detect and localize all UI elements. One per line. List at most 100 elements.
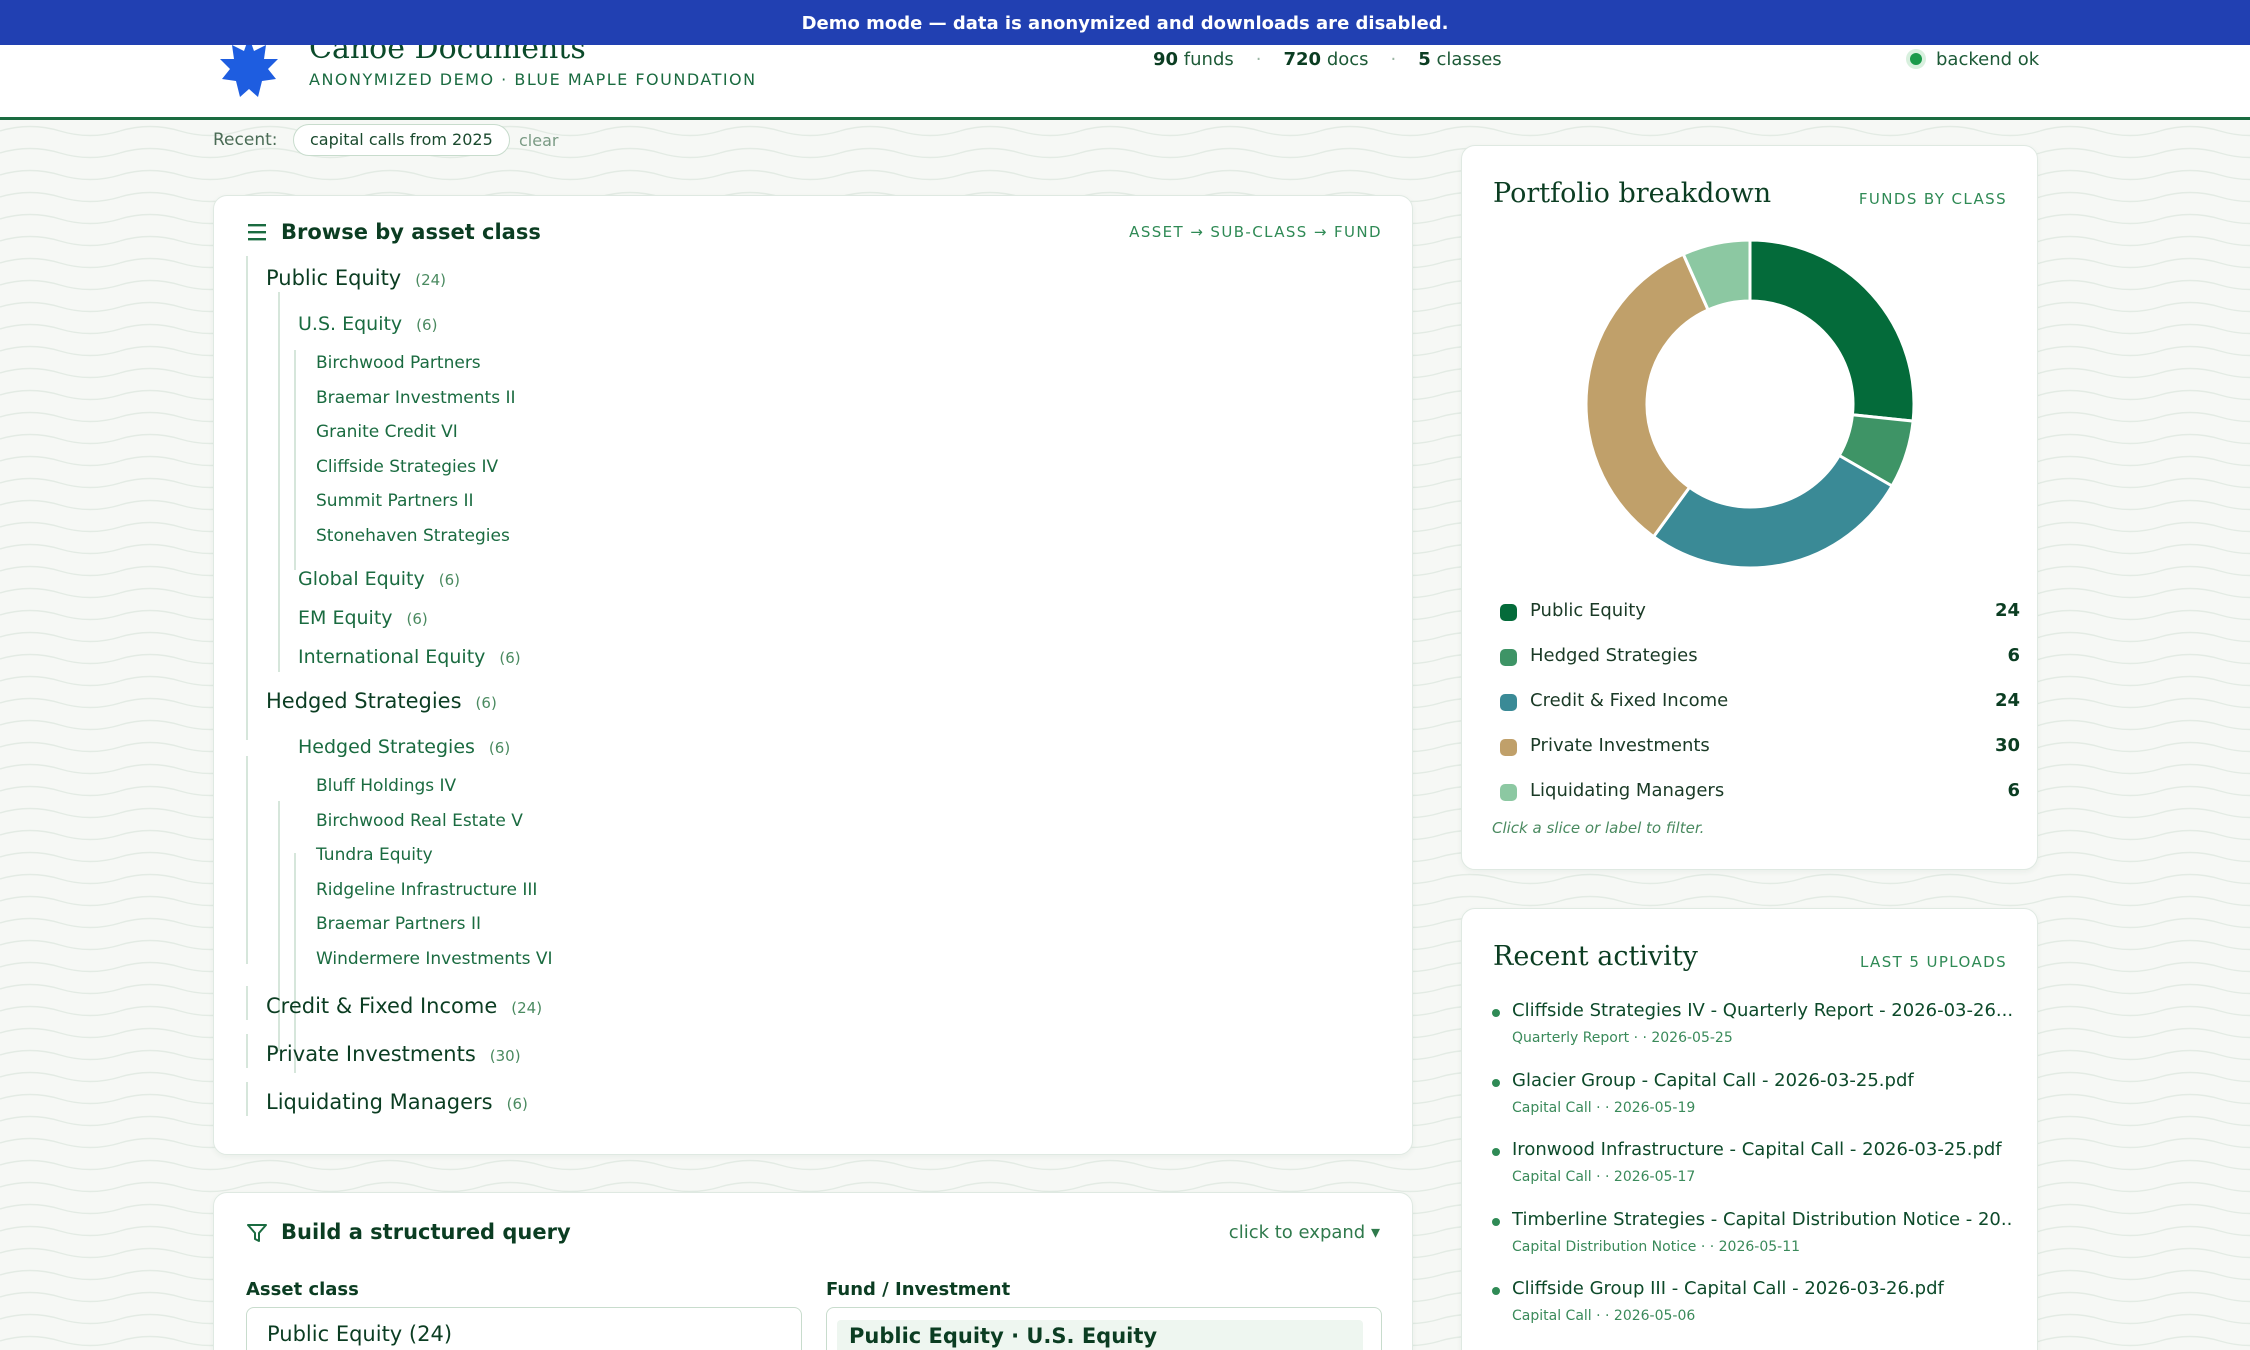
chart-hint: Click a slice or label to filter. <box>1492 819 1705 837</box>
activity-meta: Capital Distribution Notice · · 2026-05-… <box>1512 1238 1801 1255</box>
node-label: Public Equity <box>266 266 402 290</box>
legend-value: 6 <box>2007 780 2020 801</box>
tree-node-hedged-strategies[interactable]: Hedged Strategies (6) <box>246 689 497 713</box>
browse-card: Browse by asset class ASSET → SUB-CLASS … <box>213 195 1413 1155</box>
node-count: (6) <box>406 610 428 628</box>
tree-fund-link[interactable]: Summit Partners II <box>316 491 474 511</box>
legend-label: Private Investments <box>1530 735 1710 756</box>
tree-fund-link[interactable]: Tundra Equity <box>316 845 433 865</box>
tree-node-us-equity[interactable]: U.S. Equity (6) <box>278 313 437 335</box>
activity-card: Recent activity LAST 5 UPLOADS Cliffside… <box>1461 908 2038 1350</box>
breakdown-card: Portfolio breakdown FUNDS BY CLASS Publi… <box>1461 145 2038 870</box>
fund-select[interactable]: Public Equity · U.S. Equity <box>826 1307 1382 1350</box>
tree-node-public-equity[interactable]: Public Equity (24) <box>246 266 446 290</box>
legend-swatch <box>1500 784 1517 801</box>
node-label: Liquidating Managers <box>266 1090 493 1114</box>
classes-label: classes <box>1436 49 1502 70</box>
funds-label: funds <box>1183 49 1234 70</box>
docs-count: 720 <box>1283 49 1322 70</box>
stat-separator: · <box>1255 49 1262 70</box>
node-label: Credit & Fixed Income <box>266 994 498 1018</box>
tree-fund-link[interactable]: Stonehaven Strategies <box>316 526 510 546</box>
legend-label: Hedged Strategies <box>1530 645 1698 666</box>
legend-swatch <box>1500 694 1517 711</box>
status-text: backend ok <box>1936 49 2040 70</box>
legend-item[interactable]: Credit & Fixed Income 24 <box>1500 688 2020 718</box>
tree-guide <box>246 1082 248 1116</box>
maple-leaf-icon <box>220 45 278 97</box>
tree-guide <box>246 1034 248 1068</box>
recent-label: Recent: <box>213 130 278 150</box>
asset-class-label: Asset class <box>246 1279 359 1300</box>
legend-item[interactable]: Private Investments 30 <box>1500 733 2020 763</box>
tree-fund-link[interactable]: Ridgeline Infrastructure III <box>316 880 538 900</box>
tree-guide <box>246 256 248 740</box>
tree-fund-link[interactable]: Birchwood Real Estate V <box>316 811 523 831</box>
node-count: (24) <box>415 271 447 289</box>
clear-recent-link[interactable]: clear <box>519 131 559 150</box>
tree-guide <box>278 801 280 1051</box>
legend-label: Credit & Fixed Income <box>1530 690 1729 711</box>
tree-fund-link[interactable]: Braemar Investments II <box>316 388 516 408</box>
portfolio-donut-chart <box>1584 238 1916 570</box>
slice-private-investments[interactable] <box>1584 252 1711 539</box>
fund-label: Fund / Investment <box>826 1279 1011 1300</box>
demo-banner: Demo mode — data is anonymized and downl… <box>0 0 2250 45</box>
tree-fund-link[interactable]: Bluff Holdings IV <box>316 776 457 796</box>
tree-node-em-equity[interactable]: EM Equity (6) <box>278 607 428 629</box>
node-label: Private Investments <box>266 1042 476 1066</box>
node-count: (6) <box>475 694 497 712</box>
header-stats: 90 funds · 720 docs · 5 classes <box>1153 49 1502 70</box>
tree-node-liquidating-managers[interactable]: Liquidating Managers (6) <box>246 1090 528 1114</box>
tree-fund-link[interactable]: Braemar Partners II <box>316 914 481 934</box>
activity-filename[interactable]: Cliffside Strategies IV - Quarterly Repo… <box>1512 1000 2012 1021</box>
tree-fund-link[interactable]: Granite Credit VI <box>316 422 458 442</box>
legend-item[interactable]: Public Equity 24 <box>1500 598 2020 628</box>
tree-fund-link[interactable]: Windermere Investments VI <box>316 949 553 969</box>
slice-liquidating-managers[interactable] <box>1681 238 1752 312</box>
activity-filename[interactable]: Glacier Group - Capital Call - 2026-03-2… <box>1512 1069 1914 1091</box>
tree-guide <box>246 756 248 964</box>
bullet-icon <box>1492 1009 1500 1017</box>
bullet-icon <box>1492 1287 1500 1295</box>
node-label: EM Equity <box>298 607 393 629</box>
activity-filename[interactable]: Cliffside Group III - Capital Call - 202… <box>1512 1278 1944 1299</box>
tree-node-hedged-strategies-sub[interactable]: Hedged Strategies (6) <box>278 736 510 758</box>
app-header: Canoe Documents ANONYMIZED DEMO · BLUE M… <box>0 31 2250 120</box>
slice-public-equity[interactable] <box>1748 238 1916 423</box>
breakdown-title: Portfolio breakdown <box>1493 178 1772 209</box>
node-count: (6) <box>416 316 438 334</box>
activity-filename[interactable]: Ironwood Infrastructure - Capital Call -… <box>1512 1139 2002 1160</box>
legend-swatch <box>1500 649 1517 666</box>
browse-kicker: ASSET → SUB-CLASS → FUND <box>1129 223 1382 241</box>
node-label: Hedged Strategies <box>266 689 462 713</box>
legend-label: Public Equity <box>1530 600 1646 621</box>
tree-fund-link[interactable]: Cliffside Strategies IV <box>316 457 499 477</box>
fund-option-highlighted[interactable]: Public Equity · U.S. Equity <box>837 1320 1363 1350</box>
activity-meta: Capital Call · · 2026-05-17 <box>1512 1169 1696 1185</box>
node-count: (24) <box>511 999 543 1017</box>
tree-guide <box>246 986 248 1020</box>
recent-search-chip[interactable]: capital calls from 2025 <box>293 124 510 156</box>
expand-toggle[interactable]: click to expand ▾ <box>1228 1222 1380 1243</box>
hamburger-icon <box>248 224 266 241</box>
tree-node-private-investments[interactable]: Private Investments (30) <box>246 1042 521 1066</box>
tree-node-global-equity[interactable]: Global Equity (6) <box>278 568 460 590</box>
legend-item[interactable]: Liquidating Managers 6 <box>1500 778 2020 808</box>
legend-label: Liquidating Managers <box>1530 780 1725 801</box>
asset-class-select[interactable]: Public Equity (24) <box>246 1307 802 1350</box>
tree-node-credit-fixed-income[interactable]: Credit & Fixed Income (24) <box>246 994 542 1018</box>
legend-item[interactable]: Hedged Strategies 6 <box>1500 643 2020 673</box>
activity-filename[interactable]: Timberline Strategies - Capital Distribu… <box>1512 1208 2012 1230</box>
filter-icon <box>247 1224 267 1242</box>
backend-status: backend ok <box>1910 49 2039 70</box>
node-count: (6) <box>506 1095 528 1113</box>
tree-guide <box>278 292 280 672</box>
tree-node-international-equity[interactable]: International Equity (6) <box>278 646 521 668</box>
status-dot-icon <box>1910 53 1922 65</box>
activity-meta: Capital Call · · 2026-05-19 <box>1512 1099 1696 1116</box>
activity-title: Recent activity <box>1493 941 1698 972</box>
legend-value: 24 <box>1994 600 2020 621</box>
tree-fund-link[interactable]: Birchwood Partners <box>316 353 481 373</box>
slice-credit-fixed-income[interactable] <box>1651 453 1895 570</box>
